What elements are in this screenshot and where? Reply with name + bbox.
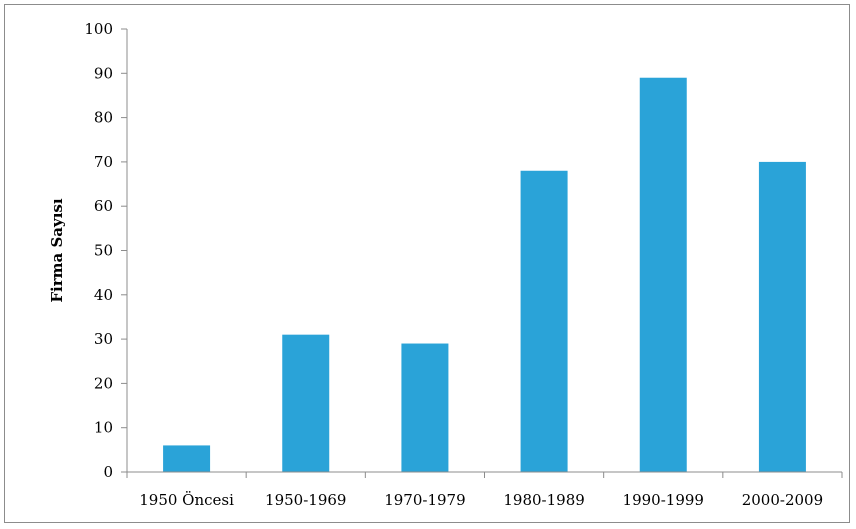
y-tick-label: 10 — [94, 419, 113, 437]
x-tick-label: 2000-2009 — [742, 491, 823, 509]
y-tick-label: 40 — [94, 286, 113, 304]
y-tick-label: 0 — [103, 463, 113, 481]
y-tick-label: 20 — [94, 374, 113, 392]
y-tick-label: 30 — [94, 330, 113, 348]
x-tick-label: 1980-1989 — [503, 491, 584, 509]
bar — [282, 334, 330, 472]
x-tick-label: 1950-1969 — [265, 491, 346, 509]
x-tick-label: 1970-1979 — [384, 491, 465, 509]
bar — [639, 77, 687, 472]
y-axis-ticks: 0 10 20 30 40 50 60 70 80 90 100 — [84, 20, 127, 481]
bar — [163, 445, 211, 472]
bar — [401, 343, 449, 472]
y-tick-label: 90 — [94, 64, 113, 82]
bar — [758, 161, 806, 472]
y-axis-title: Firma Sayısı — [48, 198, 66, 302]
x-tick-label: 1950 Öncesi — [139, 491, 234, 509]
y-tick-label: 100 — [84, 20, 113, 38]
x-tick-label: 1990-1999 — [623, 491, 704, 509]
x-axis-ticks: 1950 Öncesi 1950-1969 1970-1979 1980-1989 19… — [126, 472, 843, 509]
y-tick-label: 50 — [94, 242, 113, 260]
y-tick-label: 60 — [94, 197, 113, 215]
y-tick-label: 70 — [94, 153, 113, 171]
y-tick-label: 80 — [94, 109, 113, 127]
bar — [520, 170, 568, 472]
bars — [163, 77, 806, 472]
